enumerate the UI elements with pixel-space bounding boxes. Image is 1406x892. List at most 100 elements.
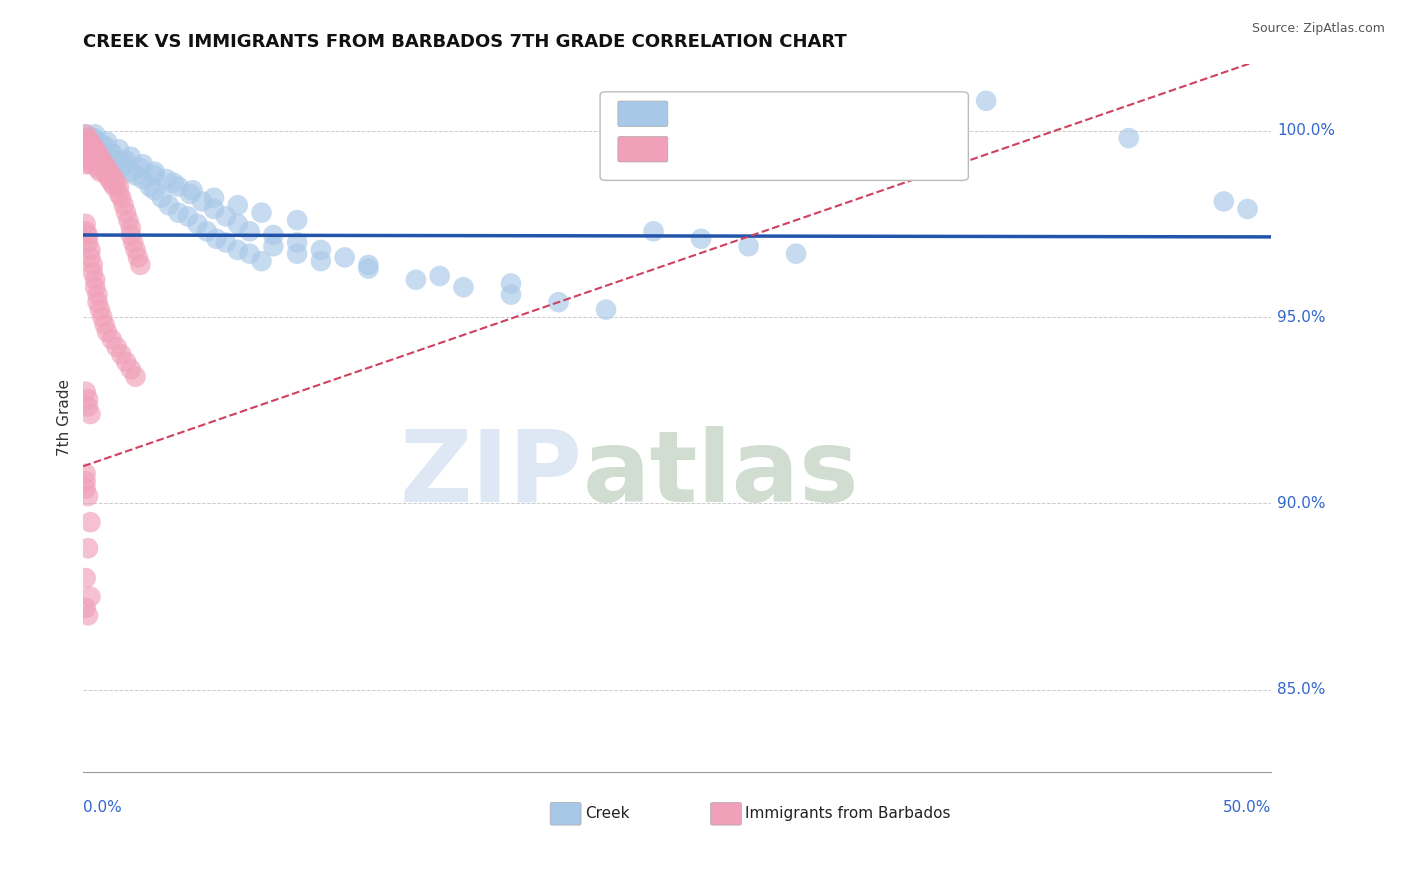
Point: [93, 318, 115, 332]
Point: [595, 302, 617, 317]
Point: [75, 150, 97, 164]
Text: ZIP: ZIP: [399, 425, 582, 523]
Point: [974, 94, 997, 108]
Point: [285, 213, 308, 227]
Point: [91, 138, 114, 153]
Point: [77, 153, 100, 168]
Point: [101, 176, 124, 190]
Point: [79, 150, 101, 164]
Point: [89, 164, 111, 178]
Point: [77, 131, 100, 145]
Point: [82, 265, 104, 279]
Point: [75, 135, 97, 149]
Point: [91, 310, 114, 324]
Point: [179, 187, 201, 202]
Point: [82, 131, 104, 145]
Point: [101, 169, 124, 183]
Text: Creek: Creek: [585, 806, 628, 822]
Point: [96, 135, 118, 149]
Point: [285, 246, 308, 260]
Y-axis label: 7th Grade: 7th Grade: [58, 379, 72, 456]
Point: [167, 205, 190, 219]
Point: [177, 210, 200, 224]
Text: atlas: atlas: [582, 425, 859, 523]
Point: [120, 227, 142, 242]
Point: [77, 392, 100, 406]
Point: [1212, 194, 1234, 209]
Point: [120, 150, 142, 164]
Point: [84, 273, 107, 287]
Point: [91, 153, 114, 168]
Point: [82, 258, 104, 272]
Point: [75, 467, 97, 481]
Point: [226, 198, 249, 212]
Point: [157, 198, 180, 212]
Point: [131, 157, 153, 171]
Point: [79, 251, 101, 265]
Text: 50.0%: 50.0%: [1223, 800, 1271, 815]
Point: [79, 515, 101, 529]
Point: [96, 150, 118, 164]
Point: [79, 590, 101, 604]
Point: [101, 146, 124, 161]
Point: [101, 333, 124, 347]
Point: [499, 277, 522, 291]
Point: [86, 146, 108, 161]
Text: CREEK VS IMMIGRANTS FROM BARBADOS 7TH GRADE CORRELATION CHART: CREEK VS IMMIGRANTS FROM BARBADOS 7TH GR…: [83, 33, 846, 51]
Point: [82, 146, 104, 161]
Point: [98, 172, 121, 186]
Point: [91, 146, 114, 161]
Point: [77, 235, 100, 250]
FancyBboxPatch shape: [600, 92, 969, 180]
Point: [82, 138, 104, 153]
Point: [75, 482, 97, 496]
Point: [98, 164, 121, 178]
Point: [785, 246, 807, 260]
Point: [115, 153, 138, 168]
Point: [79, 157, 101, 171]
Point: [75, 217, 97, 231]
Point: [115, 205, 138, 219]
Point: [191, 194, 214, 209]
Point: [108, 187, 131, 202]
Point: [239, 246, 262, 260]
Point: [86, 287, 108, 301]
Point: [120, 220, 142, 235]
Point: [429, 268, 451, 283]
Point: [77, 489, 100, 503]
Point: [226, 243, 249, 257]
FancyBboxPatch shape: [617, 136, 668, 162]
Point: [690, 232, 713, 246]
Point: [162, 176, 184, 190]
Text: 95.0%: 95.0%: [1277, 310, 1326, 325]
Point: [117, 213, 139, 227]
Point: [127, 251, 149, 265]
Point: [453, 280, 475, 294]
FancyBboxPatch shape: [710, 803, 741, 825]
Point: [262, 227, 284, 242]
Point: [77, 400, 100, 414]
Point: [357, 258, 380, 272]
Point: [215, 210, 238, 224]
Point: [93, 157, 115, 171]
FancyBboxPatch shape: [550, 803, 581, 825]
Point: [77, 608, 100, 623]
Point: [93, 164, 115, 178]
Point: [75, 142, 97, 156]
Point: [108, 142, 131, 156]
Point: [262, 239, 284, 253]
Point: [79, 407, 101, 421]
Point: [129, 258, 152, 272]
Point: [1236, 202, 1258, 216]
Point: [86, 161, 108, 175]
Point: [105, 153, 128, 168]
Point: [110, 347, 132, 361]
Point: [333, 251, 356, 265]
Point: [155, 172, 177, 186]
Point: [239, 224, 262, 238]
Point: [285, 235, 308, 250]
Point: [143, 169, 166, 183]
Point: [205, 232, 228, 246]
Point: [84, 128, 107, 142]
Point: [250, 254, 273, 268]
